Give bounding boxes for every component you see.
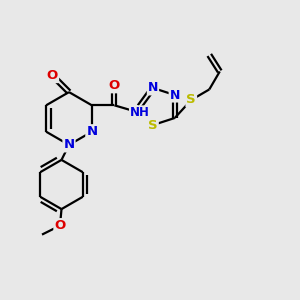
Text: N: N: [169, 88, 180, 101]
Text: N: N: [86, 125, 98, 138]
Text: S: S: [187, 94, 196, 106]
Text: O: O: [47, 69, 58, 82]
Text: N: N: [63, 138, 75, 152]
Text: O: O: [109, 79, 120, 92]
Text: NH: NH: [130, 106, 150, 119]
Text: O: O: [54, 219, 66, 232]
Text: N: N: [148, 82, 158, 94]
Text: S: S: [148, 118, 158, 131]
